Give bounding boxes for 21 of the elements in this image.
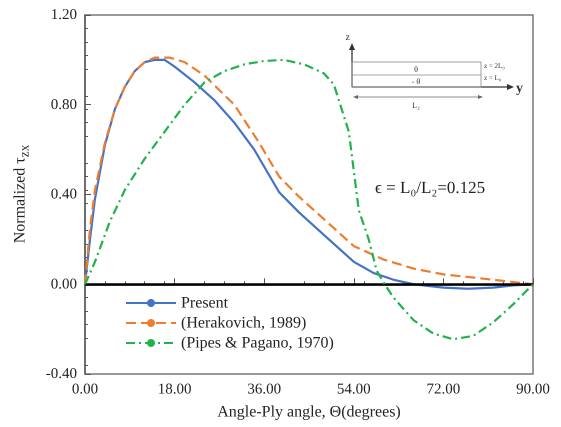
y-tick-label: 0.00	[50, 276, 77, 292]
annotation: θ	[414, 65, 418, 74]
x-tick-label: 72.00	[426, 382, 460, 398]
annotation: - θ	[412, 77, 420, 86]
y-tick-label: 0.40	[50, 186, 77, 202]
x-tick-label: 18.00	[158, 382, 192, 398]
x-tick-label: 54.00	[336, 382, 371, 398]
x-axis-title: Angle-Ply angle, Θ(degrees)	[217, 404, 401, 420]
y-tick-label: 0.80	[50, 96, 77, 113]
x-tick-label: 90.00	[516, 382, 550, 398]
x-tick-label: 0.00	[72, 382, 98, 398]
annotation: L₂	[412, 101, 420, 110]
legend-label: Present	[181, 294, 229, 312]
y-tick-label: -0.40	[46, 366, 77, 382]
annotation: z	[346, 32, 351, 43]
annotation: y	[516, 81, 523, 96]
annotation: ϵ = L₀/L₂=0.125	[375, 178, 486, 198]
y-tick-label: 1.20	[50, 7, 77, 23]
x-tick-label: 36.00	[247, 382, 282, 398]
legend-label: (Pipes & Pagano, 1970)	[181, 334, 334, 352]
legend-label: (Herakovich, 1989)	[181, 314, 306, 332]
